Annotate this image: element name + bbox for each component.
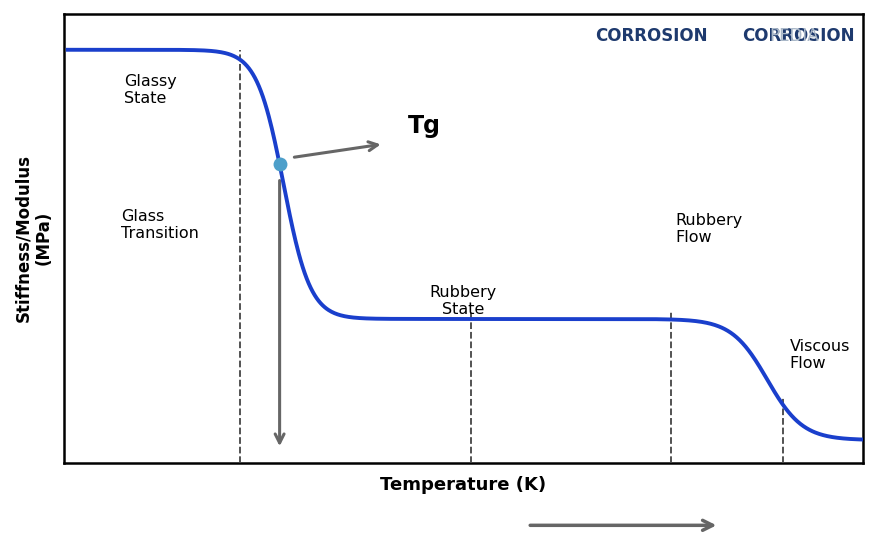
Text: CORROSION: CORROSION <box>743 27 855 45</box>
Text: CORROSION: CORROSION <box>595 27 708 45</box>
X-axis label: Temperature (K): Temperature (K) <box>381 477 546 494</box>
Y-axis label: Stiffness/Modulus
(MPa): Stiffness/Modulus (MPa) <box>14 154 53 322</box>
Text: Rubbery
State: Rubbery State <box>430 285 497 317</box>
Text: Tg: Tg <box>408 114 440 138</box>
Text: Viscous
Flow: Viscous Flow <box>789 338 850 371</box>
Text: Glassy
State: Glassy State <box>124 74 176 107</box>
Text: Rubbery
Flow: Rubbery Flow <box>675 213 743 245</box>
Text: Glass
Transition: Glass Transition <box>121 209 199 241</box>
Text: PEDIA: PEDIA <box>770 27 819 45</box>
